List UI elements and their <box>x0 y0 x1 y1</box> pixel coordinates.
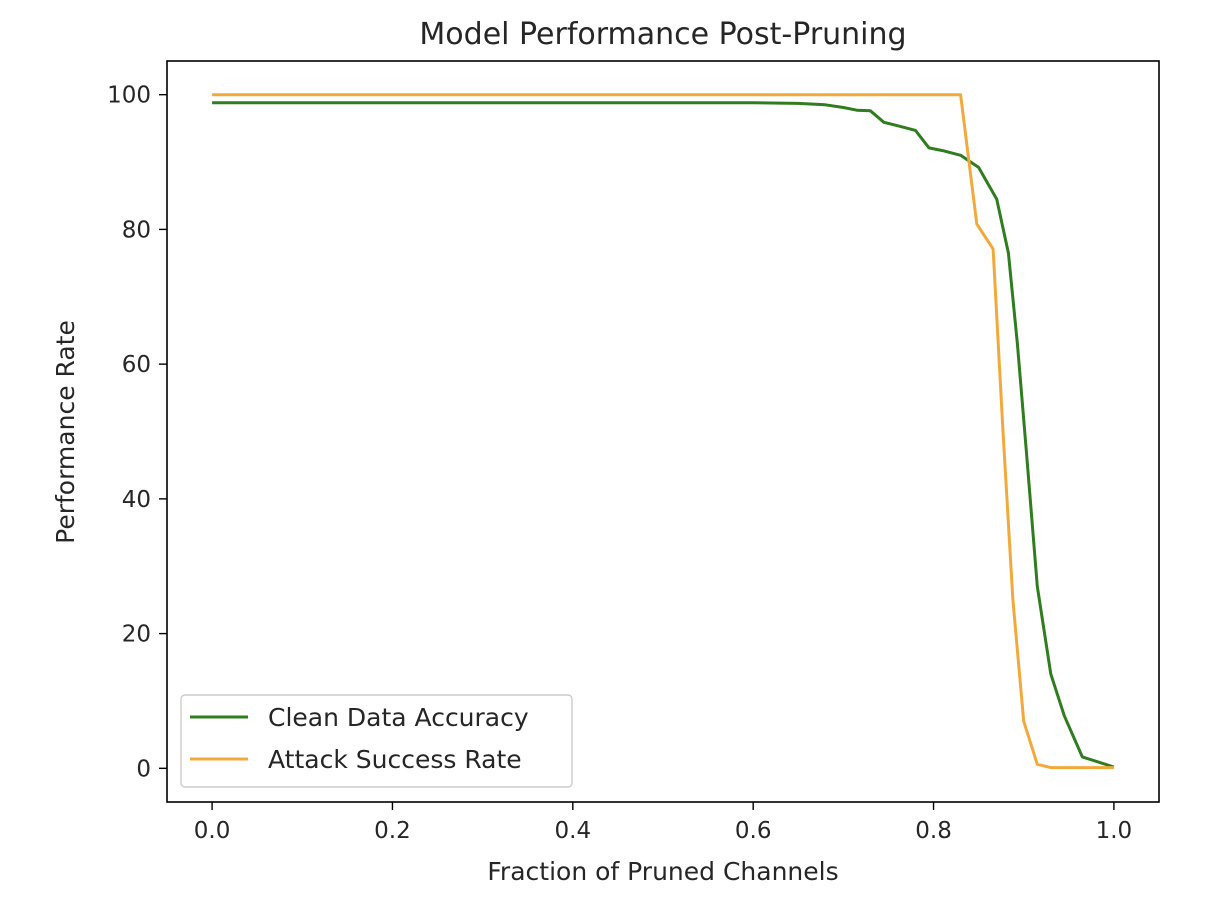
y-tick-label: 100 <box>107 83 151 109</box>
series-line-clean-data-accuracy <box>212 101 1115 769</box>
y-axis: 0 20 40 60 80 100 <box>107 83 167 782</box>
legend-frame <box>180 694 573 788</box>
legend-label-attack-success-rate: Attack Success Rate <box>268 745 522 774</box>
x-tick-label: 0.8 <box>915 818 952 844</box>
series-line-attack-success-rate <box>212 93 1114 770</box>
legend: Clean Data Accuracy Attack Success Rate <box>180 694 573 788</box>
chart-title: Model Performance Post-Pruning <box>419 17 906 52</box>
x-axis: 0.0 0.2 0.4 0.6 0.8 1.0 <box>194 802 1132 844</box>
y-tick-label: 0 <box>136 756 151 782</box>
plot-area-frame <box>166 60 1160 803</box>
y-tick-label: 20 <box>122 622 151 648</box>
x-tick-label: 0.0 <box>194 818 231 844</box>
x-tick-label: 0.2 <box>374 818 411 844</box>
y-tick-label: 40 <box>122 487 151 513</box>
y-axis-label: Performance Rate <box>51 320 80 544</box>
legend-label-clean-data-accuracy: Clean Data Accuracy <box>268 703 529 732</box>
x-axis-label: Fraction of Pruned Channels <box>487 857 838 886</box>
y-tick-label: 60 <box>122 352 151 378</box>
x-tick-label: 0.6 <box>735 818 772 844</box>
x-tick-label: 0.4 <box>555 818 592 844</box>
y-tick-label: 80 <box>122 217 151 243</box>
series-lines <box>212 93 1115 770</box>
x-tick-label: 1.0 <box>1096 818 1133 844</box>
